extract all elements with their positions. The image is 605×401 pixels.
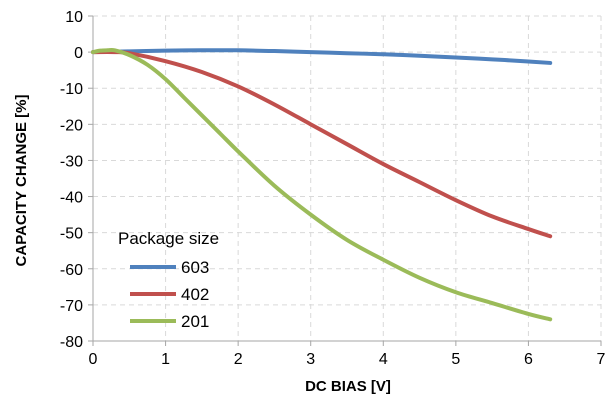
axes [88, 15, 602, 346]
x-tick-label: 3 [306, 351, 315, 368]
tick-labels: 10 0 -10 -20 -30 -40 -50 -60 -70 -80 0 1 2 3 4 5 6 7 [60, 9, 605, 368]
x-tick-label: 1 [161, 351, 170, 368]
legend-items: 603 402 201 [130, 258, 209, 331]
y-tick-label: -60 [60, 262, 83, 279]
legend-label-402: 402 [181, 285, 209, 304]
y-tick-label: -70 [60, 298, 83, 315]
legend-label-603: 603 [181, 258, 209, 277]
legend-label-201: 201 [181, 312, 209, 331]
y-tick-label: -30 [60, 153, 83, 170]
series-line-201 [91, 47, 553, 322]
x-tick-label: 5 [451, 351, 460, 368]
y-tick-label: -10 [60, 81, 83, 98]
y-tick-label: -20 [60, 117, 83, 134]
series-line-402 [91, 50, 553, 239]
x-tick-label: 0 [89, 351, 98, 368]
y-tick-label: 10 [65, 9, 83, 26]
x-tick-label: 2 [234, 351, 243, 368]
series-line-603 [91, 48, 553, 65]
x-tick-label: 6 [524, 351, 533, 368]
y-tick-label: -50 [60, 226, 83, 243]
y-axis-title: CAPACITY CHANGE [%] [13, 95, 30, 267]
y-tick-label: -40 [60, 190, 83, 207]
legend: Package size 603 402 201 [118, 229, 219, 331]
series-lines [91, 47, 553, 322]
x-axis-title: DC BIAS [V] [305, 378, 391, 395]
x-tick-label: 7 [597, 351, 605, 368]
y-tick-label: -80 [60, 334, 83, 351]
y-tick-label: 0 [74, 45, 83, 62]
grid [93, 15, 602, 341]
legend-title: Package size [118, 229, 219, 248]
x-tick-label: 4 [379, 351, 388, 368]
